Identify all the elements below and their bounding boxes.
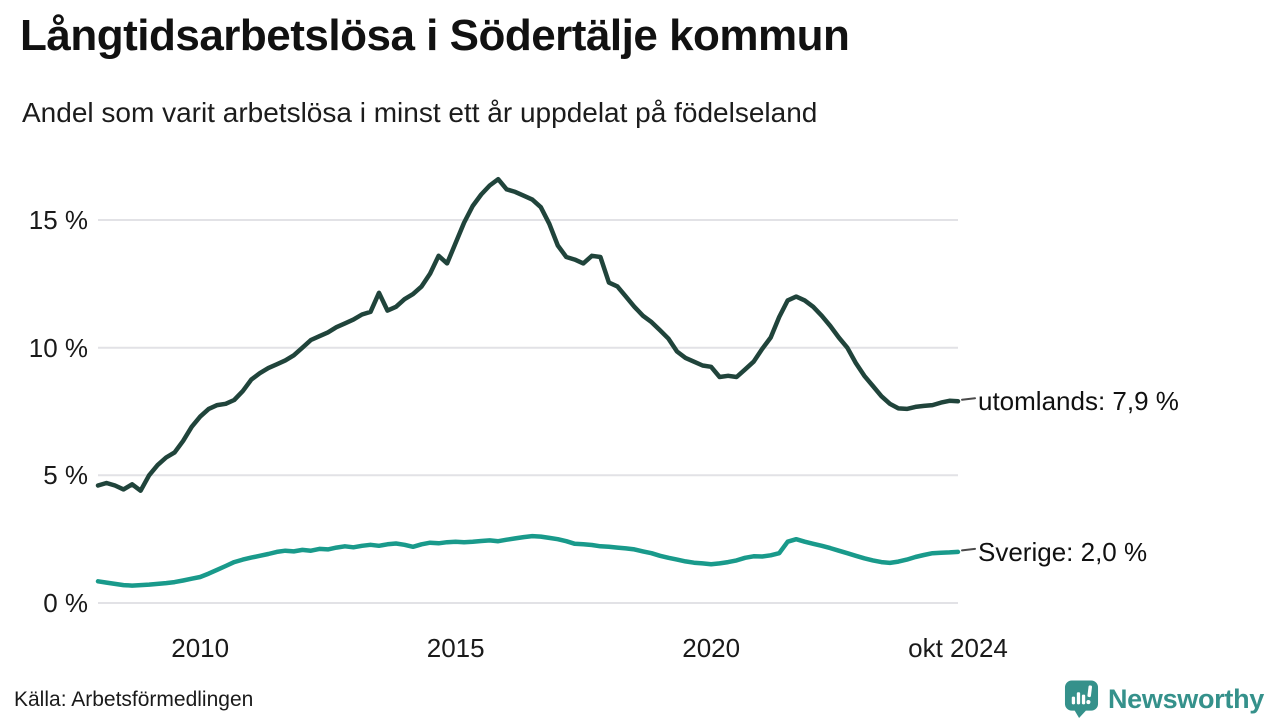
series-label-utomlands: utomlands: 7,9 %: [978, 386, 1179, 417]
y-axis-tick-5: 5 %: [43, 460, 88, 491]
series-label-sverige: Sverige: 2,0 %: [978, 536, 1148, 567]
x-axis-tick-okt-2024: okt 2024: [908, 633, 1008, 663]
gridlines: [98, 219, 958, 604]
series-line-sverige: [95, 533, 961, 588]
label-connector-sverige: [961, 547, 976, 552]
page-subtitle: Andel som varit arbetslösa i minst ett å…: [22, 97, 818, 128]
newsworthy-logo-text: Newsworthy: [1107, 683, 1264, 714]
page-title: Långtidsarbetslösa i Södertälje kommun: [20, 11, 850, 60]
x-axis-tick-2015: 2015: [426, 633, 485, 663]
y-axis-tick-10: 10 %: [28, 332, 88, 363]
y-axis-tick-15: 15 %: [28, 205, 88, 235]
x-axis-tick-2020: 2020: [682, 633, 741, 663]
newsworthy-logo-icon: [1064, 680, 1098, 718]
x-axis-tick-2010: 2010: [171, 633, 230, 663]
source-credit: Källa: Arbetsförmedlingen: [14, 688, 254, 711]
newsworthy-logo: Newsworthy: [1064, 679, 1264, 719]
y-axis-tick-0: 0 %: [43, 588, 88, 618]
series-line-utomlands: [95, 176, 961, 493]
label-connector-utomlands: [961, 397, 976, 401]
